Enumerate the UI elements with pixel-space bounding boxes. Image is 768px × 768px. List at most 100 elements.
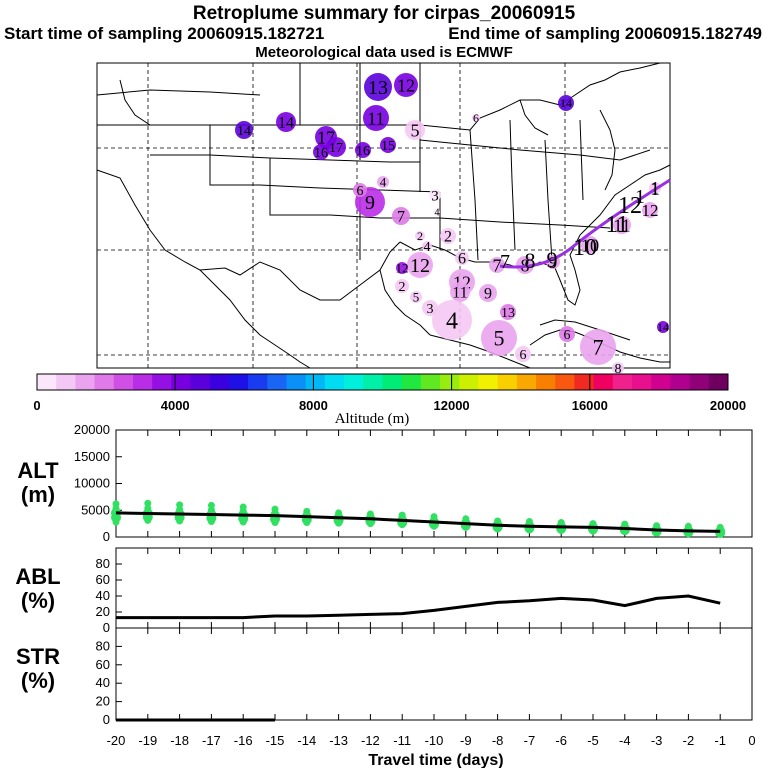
plume-marker-46: 2 — [415, 229, 425, 243]
plume-marker-disc — [516, 256, 534, 274]
y-tick-label: 40 — [96, 675, 110, 690]
x-tick-label: -17 — [202, 733, 221, 748]
plume-marker-disc — [377, 176, 389, 188]
panel-label-line: STR — [16, 644, 60, 669]
plume-marker-18: 3 — [429, 188, 441, 204]
plume-marker-label: 7 — [493, 255, 502, 275]
x-tick-label: -1 — [714, 733, 726, 748]
plume-marker-43: 8 — [612, 362, 624, 377]
panel-label-line: (%) — [21, 588, 55, 613]
colorbar-tick-label-3: 8000 — [299, 398, 328, 413]
panel-str: 0 20 40 60 80 STR (%) — [16, 627, 753, 727]
track-label-8: 7 — [500, 251, 510, 273]
plume-marker-disc — [405, 120, 425, 140]
plume-marker-label: 9 — [365, 192, 375, 214]
colorbar-cell-36 — [708, 374, 729, 390]
x-tick-label: -18 — [170, 733, 189, 748]
x-tick-label: -19 — [138, 733, 157, 748]
plume-marker-disc — [657, 321, 669, 333]
abl-line — [116, 594, 721, 620]
altitude-colorbar: 0 4000 8000 12000 16000 20000 Altitude (m) — [33, 373, 746, 427]
plume-marker-label: 6 — [520, 348, 527, 363]
map-outline-21 — [96, 89, 261, 96]
plume-marker-label: 5 — [411, 120, 420, 140]
colorbar-cell-3 — [75, 374, 96, 390]
plume-marker-8: 17 — [326, 137, 346, 157]
plume-marker-label: 16 — [314, 146, 328, 161]
plume-marker-label: 9 — [549, 253, 558, 272]
y-tick-label: 80 — [96, 556, 110, 571]
plume-marker-disc — [432, 300, 472, 340]
altitude-spread-dot — [271, 519, 279, 527]
plume-marker-27: 10 — [581, 235, 599, 255]
plume-marker-label: 7 — [397, 209, 405, 226]
map-outline-20 — [439, 217, 611, 229]
plume-marker-15: 6 — [353, 183, 367, 199]
colorbar-cell-9 — [190, 374, 211, 390]
plume-marker-label: 12 — [410, 255, 430, 277]
x-tick-label: -5 — [587, 733, 599, 748]
y-tick-label: 10000 — [74, 476, 110, 491]
plume-marker-disc — [440, 228, 456, 244]
chart-title: Retroplume summary for cirpas_20060915 — [192, 3, 576, 24]
plume-marker-disc — [363, 105, 389, 131]
y-tick-label: 20000 — [74, 422, 110, 437]
colorbar-cell-1 — [37, 374, 57, 390]
altitude-spread-dot — [239, 518, 247, 526]
plume-marker-disc — [380, 137, 396, 153]
plume-marker-label: 12 — [397, 75, 415, 95]
map-outline-14 — [209, 125, 441, 193]
colorbar-cell-19 — [382, 374, 403, 390]
map-outline-19 — [419, 139, 651, 161]
colorbar-cell-7 — [152, 374, 172, 390]
altitude-spread-dot — [525, 526, 533, 534]
colorbar-tick-label-6: 20000 — [710, 398, 746, 413]
colorbar-cell-8 — [171, 374, 192, 390]
x-tick-label: 0 — [748, 733, 755, 748]
plume-marker-label: 6 — [473, 111, 479, 125]
map-outline-5 — [379, 269, 431, 336]
y-tick-label: 20 — [96, 604, 110, 619]
altitude-spread-dot — [494, 525, 502, 533]
x-tick-label: -15 — [266, 733, 285, 748]
x-tick-label: -12 — [361, 733, 380, 748]
plume-marker-disc — [479, 284, 497, 302]
end-time-label: End time of sampling 20060915.182749 — [448, 24, 762, 43]
plume-marker-6: 14 — [235, 121, 253, 139]
plume-marker-20: 2 — [440, 228, 456, 246]
colorbar-cell-11 — [228, 374, 249, 390]
colorbar-cell-29 — [574, 374, 595, 390]
track-label-1: 1 — [650, 178, 660, 200]
map-outline-13 — [150, 154, 420, 163]
plume-marker-label: 7 — [593, 335, 604, 360]
plume-marker-40: 6 — [515, 346, 531, 363]
map-outline-2 — [289, 354, 311, 369]
colorbar-cell-10 — [209, 374, 230, 390]
plume-marker-disc — [392, 207, 410, 225]
colorbar-tick-label-1: 0 — [33, 398, 40, 413]
colorbar-cell-34 — [670, 374, 691, 390]
colorbar-cell-6 — [132, 374, 153, 390]
colorbar-cell-24 — [478, 374, 499, 390]
plume-marker-label: 2 — [444, 229, 452, 246]
map-outline-22 — [599, 109, 616, 191]
plume-marker-disc — [422, 241, 432, 251]
colorbar-cell-35 — [689, 374, 710, 390]
plume-marker-disc — [613, 216, 631, 234]
plume-marker-disc — [394, 73, 418, 97]
plume-marker-45: 12 — [396, 261, 409, 276]
centroid-track-line — [499, 178, 671, 269]
map-outline-12 — [119, 79, 151, 126]
plume-marker-disc — [396, 262, 408, 274]
plume-marker-label: 4 — [424, 240, 431, 255]
colorbar-cell-26 — [516, 374, 537, 390]
colorbar-cell-12 — [248, 374, 268, 390]
plume-marker-22: 12 — [407, 252, 433, 278]
plume-marker-28: 11 — [613, 215, 631, 235]
x-tick-label: -4 — [619, 733, 631, 748]
plume-marker-label: 4 — [435, 208, 440, 219]
y-tick-label: 5000 — [81, 502, 110, 517]
colorbar-cell-33 — [651, 374, 671, 390]
plume-marker-label: 11 — [367, 108, 384, 128]
